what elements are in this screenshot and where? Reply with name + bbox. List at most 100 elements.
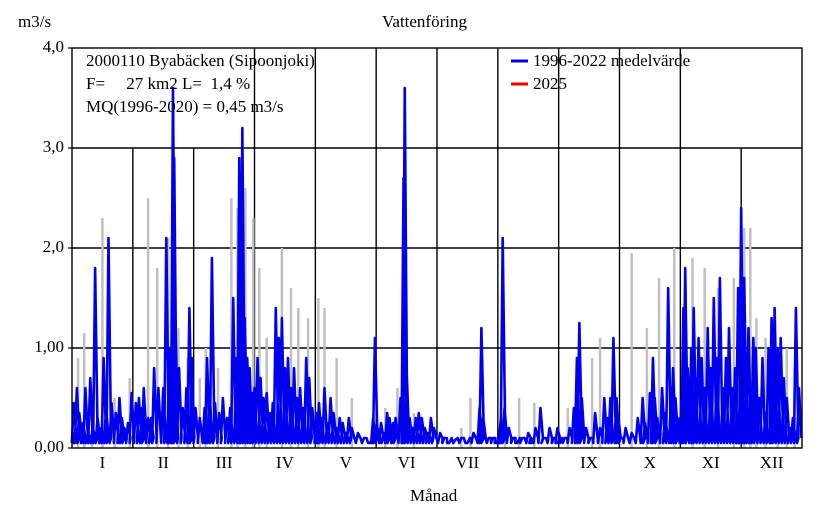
month-label: X	[643, 453, 657, 472]
mean-series-point	[376, 427, 379, 429]
mean-series-point	[172, 87, 174, 89]
mean-series-point	[771, 357, 774, 359]
mean-series-point	[448, 442, 451, 444]
mean-series-point	[100, 427, 103, 429]
mean-series-point	[743, 277, 746, 279]
mean-series-point	[585, 427, 587, 429]
mean-series-point	[512, 437, 514, 439]
mean-series-point	[268, 412, 271, 414]
mean-series-point	[134, 402, 137, 404]
mean-series-point	[311, 407, 314, 409]
mean-series-point	[578, 322, 581, 324]
mean-series-point	[271, 402, 274, 404]
mean-series-point	[388, 417, 391, 419]
mean-series-point	[162, 387, 165, 389]
month-label: II	[157, 453, 169, 472]
mean-series-point	[110, 402, 113, 404]
mean-series-point	[403, 87, 406, 89]
mean-series-point	[439, 432, 441, 434]
mean-series-point	[785, 397, 788, 399]
mean-series-point	[265, 392, 268, 394]
mean-series-point	[374, 337, 376, 339]
mean-series-point	[382, 432, 385, 434]
mean-series-point	[369, 442, 371, 444]
mean-series-point	[157, 387, 160, 389]
mean-series-point	[102, 357, 105, 359]
mean-series-point	[221, 397, 224, 399]
mean-series-point	[86, 432, 89, 434]
month-label: III	[215, 453, 233, 472]
mean-series-point	[188, 307, 191, 309]
frame-layer	[68, 47, 803, 449]
mean-series-point	[386, 412, 389, 414]
mean-series-point	[363, 437, 365, 439]
mean-series-point	[329, 397, 332, 399]
mean-series-point	[694, 377, 697, 379]
mean-series-point	[208, 387, 211, 389]
mean-series-point	[408, 417, 411, 419]
mean-series-point	[745, 357, 747, 359]
month-label: VII	[455, 453, 480, 472]
mean-series-point	[507, 427, 510, 429]
mean-series-point	[411, 427, 414, 429]
mean-series-point	[394, 417, 397, 419]
mean-series-point	[218, 412, 221, 414]
mean-series-point	[715, 357, 718, 359]
mean-series-point	[302, 407, 305, 409]
mean-series-point	[641, 397, 644, 399]
mean-series-point	[530, 442, 533, 444]
mean-series-point	[84, 387, 87, 389]
mean-series-point	[779, 337, 782, 339]
mean-series-point	[232, 297, 235, 299]
mean-series-point	[426, 432, 429, 434]
mean-series-point	[392, 422, 395, 424]
mean-series-point	[534, 427, 537, 429]
mean-series-point	[96, 417, 99, 419]
month-label: I	[99, 453, 106, 472]
mean-series-point	[740, 207, 743, 209]
mean-series-point	[682, 307, 685, 309]
mean-series-point	[168, 347, 171, 349]
mean-series-point	[130, 392, 133, 394]
mean-series-point	[315, 412, 318, 414]
mean-series-point	[466, 442, 469, 444]
mean-series-point	[344, 432, 347, 434]
mean-series-point	[173, 157, 176, 159]
mean-series-point	[259, 377, 262, 379]
mean-series-point	[580, 397, 583, 399]
mean-series-point	[761, 357, 764, 359]
mean-series-point	[630, 432, 633, 434]
mean-series-point	[670, 387, 673, 389]
mean-series-point	[652, 357, 654, 359]
mean-series-point	[194, 407, 197, 409]
mean-series-point	[599, 427, 601, 429]
mean-series-point	[127, 422, 129, 424]
month-label: IX	[580, 453, 599, 472]
mean-series-point	[299, 387, 302, 389]
legend-label-mean: 1996-2022 medelvärde	[533, 51, 691, 70]
legend	[511, 59, 528, 86]
mean-series-point	[492, 437, 494, 439]
mean-series-point	[478, 407, 481, 409]
mean-series-point	[251, 392, 253, 394]
mean-series-point	[274, 307, 277, 309]
mean-series-point	[542, 437, 545, 439]
mean-series-point	[728, 327, 730, 329]
mean-series-point	[238, 157, 241, 159]
mean-series-point	[472, 432, 475, 434]
mean-series-point	[423, 427, 426, 429]
mean-series-point	[206, 357, 208, 359]
mean-series-point	[603, 397, 606, 399]
station-name: 2000110 Byabäcken (Sipoonjoki)	[86, 51, 315, 70]
mean-series-point	[703, 387, 706, 389]
y-tick-label: 3,0	[42, 137, 64, 156]
mean-series-point	[770, 317, 773, 319]
mean-series-point	[503, 407, 506, 409]
mean-series-point	[684, 267, 687, 269]
mean-series-point	[323, 387, 326, 389]
mean-series-point	[482, 417, 485, 419]
mean-series-point	[338, 417, 341, 419]
mean-series-point	[141, 407, 143, 409]
mean-series-point	[487, 437, 490, 439]
mean-series-point	[372, 417, 375, 419]
